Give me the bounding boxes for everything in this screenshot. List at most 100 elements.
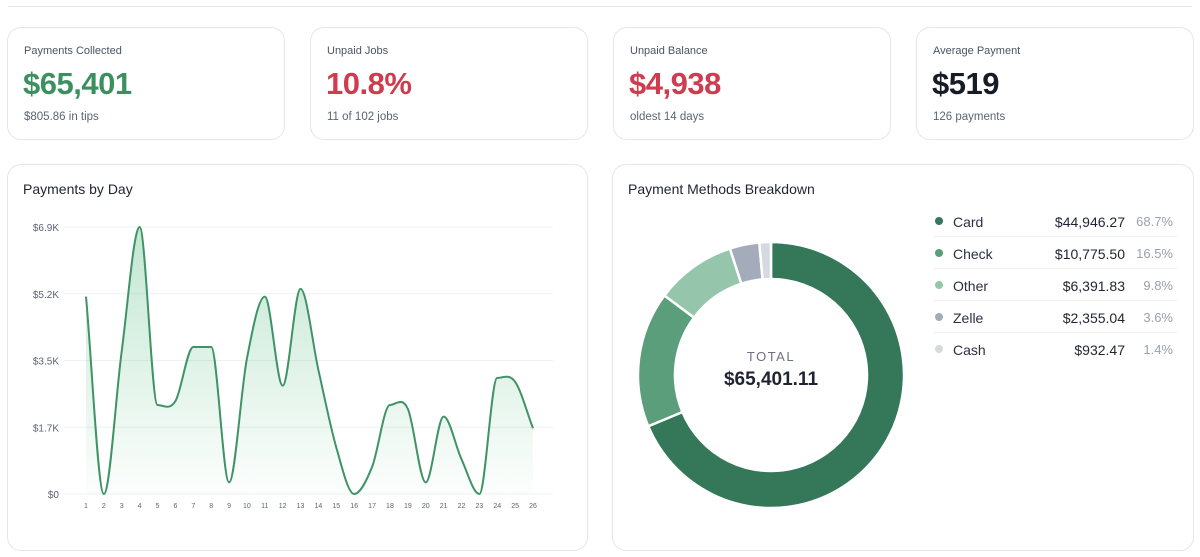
donut-total-value: $65,401.11 (723, 369, 819, 390)
stat-subtext: $805.86 in tips (24, 111, 99, 123)
legend-dot-icon (935, 313, 943, 321)
legend-name: Check (953, 246, 993, 262)
x-tick-label: 5 (156, 503, 160, 510)
x-tick-label: 12 (279, 503, 287, 510)
x-tick-label: 19 (404, 503, 412, 510)
x-tick-label: 15 (332, 503, 340, 510)
x-tick-label: 18 (386, 503, 394, 510)
x-tick-label: 9 (227, 503, 231, 510)
data-point[interactable] (511, 378, 519, 386)
data-point[interactable] (314, 366, 322, 374)
stat-card-unpaid-jobs: Unpaid Jobs 10.8% 11 of 102 jobs (310, 27, 588, 140)
legend-item-card[interactable]: Card $44,946.27 68.7% (933, 205, 1177, 237)
legend-item-cash[interactable]: Cash $932.47 1.4% (933, 333, 1177, 365)
legend-name: Cash (953, 342, 986, 358)
x-tick-label: 13 (297, 503, 305, 510)
legend-percent: 9.8% (1143, 278, 1173, 293)
legend-dot-icon (935, 281, 943, 289)
data-point[interactable] (475, 490, 483, 498)
x-tick-label: 24 (493, 503, 501, 510)
data-point[interactable] (332, 444, 340, 452)
legend-item-check[interactable]: Check $10,775.50 16.5% (933, 237, 1177, 269)
stat-value: $519 (932, 66, 999, 101)
x-tick-label: 4 (138, 503, 142, 510)
payment-methods-panel: Payment Methods Breakdown TOTAL $65,401.… (612, 164, 1194, 551)
stat-subtext: oldest 14 days (630, 111, 705, 123)
stat-card-average-payment: Average Payment $519 126 payments (916, 27, 1194, 140)
payment-methods-legend: Card $44,946.27 68.7% Check $10,775.50 16.5% O… (933, 205, 1177, 365)
stat-value: 10.8% (326, 66, 412, 101)
payments-by-day-chart: $0$1.7K$3.5K$5.2K$6.9K1 2 3 4 5 6 7 8 9 10 11 12 13 1… (33, 223, 553, 510)
data-point[interactable] (154, 401, 162, 409)
data-point[interactable] (350, 490, 358, 498)
x-tick-label: 11 (261, 503, 268, 510)
stat-value: $65,401 (23, 66, 132, 101)
legend-dot-icon (935, 249, 943, 257)
x-tick-label: 20 (422, 503, 430, 510)
data-point[interactable] (118, 347, 126, 355)
donut-slice-card[interactable] (647, 240, 906, 510)
x-tick-label: 16 (350, 503, 358, 510)
data-point[interactable] (225, 478, 233, 486)
data-point[interactable] (100, 490, 108, 498)
data-point[interactable] (422, 478, 430, 486)
x-tick-label: 23 (475, 503, 483, 510)
legend-amount: $6,391.83 (1062, 278, 1125, 294)
area-fill (86, 227, 533, 494)
stat-subtext: 11 of 102 jobs (327, 111, 399, 123)
x-tick-label: 22 (458, 503, 466, 510)
data-point[interactable] (386, 401, 394, 409)
x-tick-label: 10 (243, 503, 251, 510)
legend-amount: $10,775.50 (1054, 246, 1125, 262)
x-tick-label: 14 (315, 503, 323, 510)
legend-amount: $44,946.27 (1054, 214, 1125, 230)
panel-title: Payment Methods Breakdown (628, 181, 815, 197)
data-point[interactable] (207, 343, 215, 351)
data-point[interactable] (440, 413, 448, 421)
legend-percent: 1.4% (1143, 342, 1173, 357)
data-point[interactable] (493, 374, 501, 382)
x-tick-label: 25 (511, 503, 519, 510)
x-tick-label: 21 (440, 503, 448, 510)
data-point[interactable] (261, 293, 269, 301)
x-tick-label: 2 (102, 503, 106, 510)
data-point[interactable] (368, 463, 376, 471)
stat-value: $4,938 (629, 66, 721, 101)
stat-label: Average Payment (933, 45, 1021, 57)
y-tick-label: $0 (48, 490, 60, 501)
legend-amount: $932.47 (1074, 342, 1125, 358)
legend-percent: 16.5% (1136, 246, 1173, 261)
series-line[interactable] (85, 226, 534, 495)
legend-percent: 68.7% (1136, 214, 1173, 229)
data-point[interactable] (136, 223, 144, 231)
stat-card-payments-collected: Payments Collected $65,401 $805.86 in ti… (7, 27, 285, 140)
donut-slice-cash[interactable] (758, 240, 773, 281)
data-point[interactable] (457, 455, 465, 463)
legend-item-zelle[interactable]: Zelle $2,355.04 3.6% (933, 301, 1177, 333)
stat-label: Payments Collected (24, 45, 122, 57)
stat-card-unpaid-balance: Unpaid Balance $4,938 oldest 14 days (613, 27, 891, 140)
legend-percent: 3.6% (1143, 310, 1173, 325)
legend-dot-icon (935, 345, 943, 353)
data-point[interactable] (189, 343, 197, 351)
data-point[interactable] (279, 382, 287, 390)
x-tick-label: 26 (529, 503, 537, 510)
stat-label: Unpaid Balance (630, 45, 708, 57)
legend-item-other[interactable]: Other $6,391.83 9.8% (933, 269, 1177, 301)
payments-by-day-panel: $0 $1.7K $3.5K $5.2K $6.9K 1 2 3 4 5 6 7 8 9 10 11 12 13 1… (7, 164, 588, 551)
legend-amount: $2,355.04 (1062, 310, 1125, 326)
data-point[interactable] (82, 293, 90, 301)
donut-total-label: TOTAL (746, 349, 796, 364)
data-point[interactable] (171, 397, 179, 405)
top-divider (8, 6, 1192, 7)
data-point[interactable] (243, 355, 251, 363)
y-tick-label: $6.9K (33, 223, 59, 234)
y-tick-label: $1.7K (33, 423, 59, 434)
y-tick-label: $3.5K (33, 357, 59, 368)
data-point[interactable] (404, 405, 412, 413)
data-point[interactable] (529, 424, 537, 432)
x-tick-label: 8 (209, 503, 213, 510)
x-tick-label: 1 (84, 503, 88, 510)
legend-name: Other (953, 278, 989, 294)
data-point[interactable] (297, 285, 305, 293)
